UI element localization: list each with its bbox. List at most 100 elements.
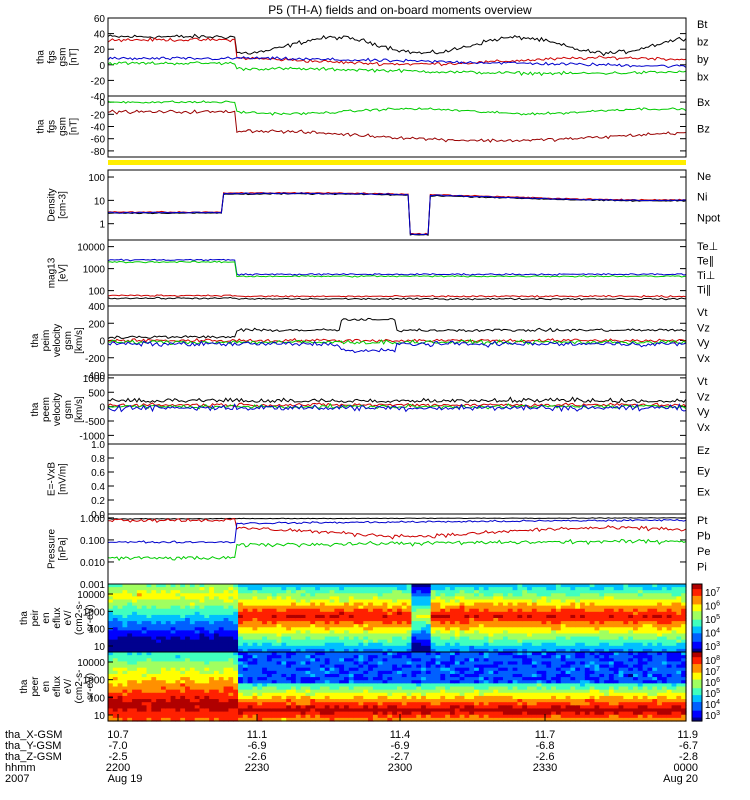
spectrogram-cell <box>363 639 369 644</box>
spectrogram-cell <box>136 627 143 631</box>
spectrogram-cell <box>483 618 490 622</box>
spectrogram-cell <box>555 677 562 681</box>
colorbar-segment <box>692 594 702 597</box>
spectrogram-cell <box>527 680 533 684</box>
spectrogram-cell <box>454 699 461 703</box>
spectrogram-cell <box>315 692 321 697</box>
spectrogram-cell <box>146 642 152 647</box>
spectrogram-cell <box>194 680 201 684</box>
spectrogram-cell <box>295 642 302 647</box>
spectrogram-cell <box>449 705 456 710</box>
spectrogram-cell <box>136 633 143 638</box>
spectrogram-cell <box>594 639 600 644</box>
spectrogram-cell <box>527 584 533 588</box>
spectrogram-cell <box>310 702 316 706</box>
spectrogram-cell <box>642 593 649 597</box>
spectrogram-cell <box>502 686 509 691</box>
legend-entry: bx <box>697 72 709 84</box>
spectrogram-cell <box>112 642 119 647</box>
spectrogram-cell <box>112 627 119 631</box>
colorbar-tick-exp: 6 <box>716 601 720 608</box>
spectrogram-cell <box>300 677 307 681</box>
spectrogram-cell <box>502 670 509 675</box>
spectrogram-cell <box>344 627 350 631</box>
spectrogram-cell <box>252 624 258 628</box>
spectrogram-cell <box>406 661 413 666</box>
spectrogram-cell <box>531 584 538 588</box>
spectrogram-cell <box>382 661 388 666</box>
spectrogram-cell <box>671 590 677 594</box>
spectrogram-cell <box>584 645 591 650</box>
spectrogram-cell <box>363 655 369 659</box>
spectrogram-cell <box>681 605 687 610</box>
spectrogram-cell <box>127 593 133 597</box>
spectrogram-cell <box>445 667 451 672</box>
spectrogram-cell <box>151 655 157 659</box>
spectrogram-cell <box>411 711 417 716</box>
spectrogram-cell <box>127 614 133 619</box>
spectrogram-cell <box>291 624 297 628</box>
spectrogram-cell <box>218 599 225 604</box>
spectrogram-cell <box>300 667 307 672</box>
spectrogram-cell <box>266 630 273 635</box>
legend-entry: Vt <box>697 376 707 388</box>
spectrogram-cell <box>344 667 350 672</box>
spectrogram-cell <box>584 599 591 604</box>
spectrogram-cell <box>589 599 596 604</box>
spectrogram-cell <box>527 618 533 622</box>
spectrogram-cell <box>546 655 552 659</box>
spectrogram-cell <box>507 633 514 638</box>
spectrogram-cell <box>377 695 384 700</box>
spectrogram-cell <box>165 702 172 706</box>
spectrogram-cell <box>252 645 258 650</box>
spectrogram-cell <box>339 624 345 628</box>
spectrogram-cell <box>156 692 162 697</box>
spectrogram-cell <box>146 664 152 669</box>
spectrogram-cell <box>377 587 384 591</box>
spectrogram-cell <box>136 673 143 678</box>
spectrogram-cell <box>498 599 504 604</box>
spectrogram-cell <box>247 602 254 607</box>
spectrogram-cell <box>160 605 167 610</box>
spectrogram-cell <box>348 618 355 622</box>
spectrogram-cell <box>353 670 360 675</box>
spectrogram-cell <box>204 652 210 656</box>
spectrogram-cell <box>522 699 528 703</box>
spectrogram-cell <box>435 636 441 641</box>
spectrogram-cell <box>512 584 519 588</box>
spectrogram-cell <box>228 642 234 647</box>
spectrogram-cell <box>228 689 234 694</box>
series-line-Bx <box>107 100 687 116</box>
spectrogram-cell <box>189 652 196 656</box>
spectrogram-cell <box>281 627 287 631</box>
spectrogram-cell <box>546 711 552 716</box>
spectrogram-cell <box>136 670 143 675</box>
spectrogram-cell <box>348 639 355 644</box>
spectrogram-cell <box>276 689 282 694</box>
spectrogram-cell <box>310 658 316 663</box>
spectrogram-cell <box>189 717 196 722</box>
spectrogram-cell <box>194 611 201 616</box>
spectrogram-cell <box>623 642 629 647</box>
spectrogram-cell <box>276 677 282 681</box>
spectrogram-cell <box>464 648 470 653</box>
spectrogram-cell <box>252 642 258 647</box>
spectrogram-cell <box>185 661 191 666</box>
spectrogram-cell <box>344 708 350 713</box>
spectrogram-cell <box>185 705 191 710</box>
spectrogram-cell <box>613 614 620 619</box>
spectrogram-cell <box>315 614 321 619</box>
spectrogram-cell <box>180 705 186 710</box>
spectrogram-cell <box>372 677 379 681</box>
spectrogram-cell <box>281 587 287 591</box>
spectrogram-cell <box>522 717 528 722</box>
spectrogram-cell <box>387 661 393 666</box>
spectrogram-cell <box>522 627 528 631</box>
spectrogram-cell <box>421 702 427 706</box>
spectrogram-cell <box>469 587 475 591</box>
colorbar-segment <box>692 584 702 587</box>
spectrogram-cell <box>151 593 157 597</box>
spectrogram-cell <box>329 630 335 635</box>
spectrogram-cell <box>478 680 485 684</box>
spectrogram-cell <box>401 658 408 663</box>
